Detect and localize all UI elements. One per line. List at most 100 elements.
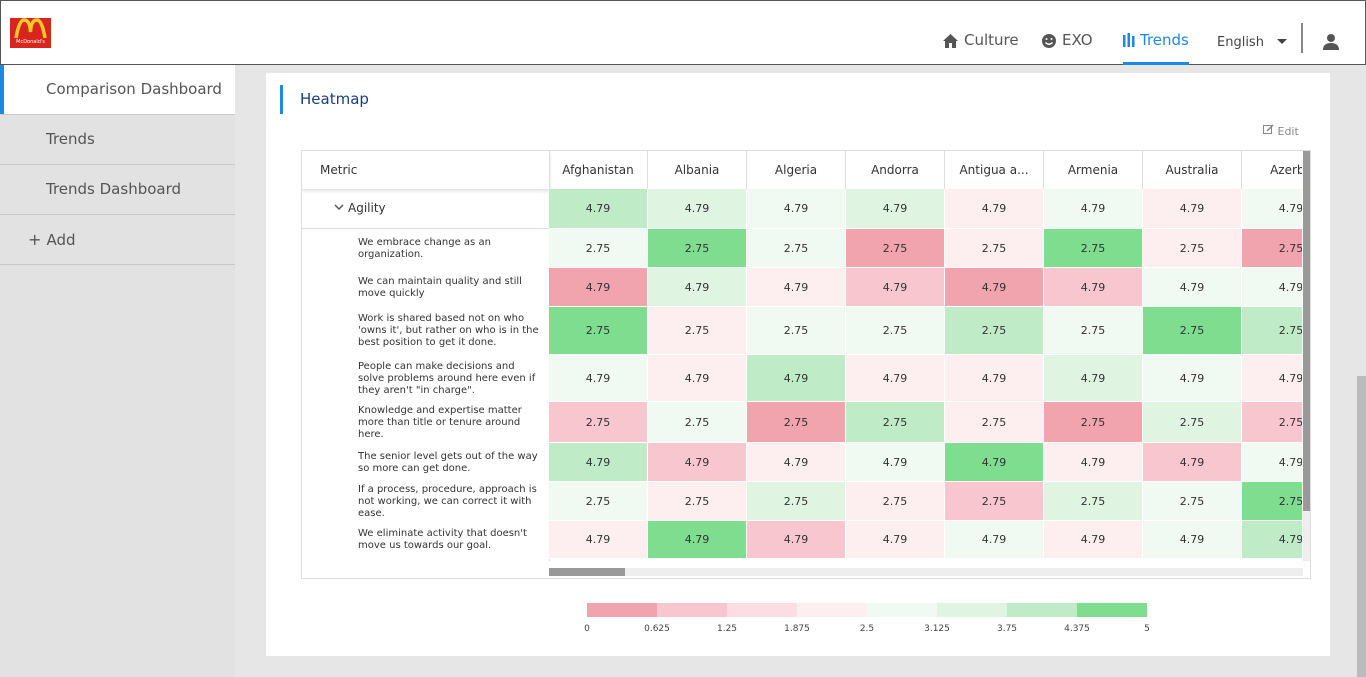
- column-header[interactable]: Algeria: [747, 151, 846, 189]
- heat-cell[interactable]: 4.79: [1044, 355, 1143, 402]
- heat-cell[interactable]: 4.79: [846, 268, 945, 307]
- heat-cell[interactable]: 4.79: [846, 443, 945, 482]
- heat-cell[interactable]: 4.79: [945, 355, 1044, 402]
- heat-cell[interactable]: 2.75: [945, 402, 1044, 443]
- heat-cell[interactable]: 2.75: [1044, 482, 1143, 521]
- heat-cell[interactable]: 4.79: [549, 521, 648, 559]
- heat-cell[interactable]: 2.75: [846, 229, 945, 268]
- heat-cell[interactable]: 4.79: [945, 521, 1044, 559]
- heat-cell[interactable]: 2.75: [846, 307, 945, 355]
- heat-cell[interactable]: 4.79: [1143, 443, 1242, 482]
- heat-cell[interactable]: 4.79: [1242, 443, 1302, 482]
- heat-cell[interactable]: 2.75: [846, 402, 945, 443]
- heat-cell[interactable]: 2.75: [1242, 307, 1302, 355]
- heat-cell[interactable]: 4.79: [846, 355, 945, 402]
- heat-cell[interactable]: 4.79: [1143, 355, 1242, 402]
- sidebar-item-active[interactable]: Comparison Dashboard: [0, 65, 235, 115]
- heat-cell[interactable]: 2.75: [648, 307, 747, 355]
- heat-cell[interactable]: 4.79: [648, 189, 747, 229]
- heat-cell[interactable]: 2.75: [1242, 402, 1302, 443]
- heat-cell[interactable]: 4.79: [1044, 521, 1143, 559]
- page-scrollbar[interactable]: [1357, 376, 1366, 677]
- heat-cell[interactable]: 2.75: [1044, 229, 1143, 268]
- heat-cell[interactable]: 4.79: [945, 268, 1044, 307]
- heat-cell[interactable]: 4.79: [1242, 189, 1302, 229]
- heat-cell[interactable]: 4.79: [549, 355, 648, 402]
- nav-culture[interactable]: Culture: [942, 31, 1019, 64]
- column-header[interactable]: Antigua a...: [945, 151, 1044, 189]
- heat-cell[interactable]: 4.79: [846, 521, 945, 559]
- heat-cell[interactable]: 4.79: [945, 443, 1044, 482]
- heat-cell[interactable]: 2.75: [648, 482, 747, 521]
- heat-cell[interactable]: 2.75: [945, 229, 1044, 268]
- heat-cell[interactable]: 4.79: [648, 268, 747, 307]
- column-header[interactable]: Andorra: [846, 151, 945, 189]
- heat-cell[interactable]: 4.79: [549, 268, 648, 307]
- heat-cell[interactable]: 4.79: [747, 355, 846, 402]
- heat-cell[interactable]: 4.79: [549, 189, 648, 229]
- legend-swatch: [657, 603, 727, 617]
- edit-button[interactable]: Edit: [1263, 124, 1299, 138]
- language-select[interactable]: English: [1217, 35, 1288, 50]
- heat-cell[interactable]: 4.79: [1143, 268, 1242, 307]
- v-scroll-thumb[interactable]: [1303, 151, 1310, 511]
- column-header[interactable]: Afghanistan: [549, 151, 648, 189]
- heat-cell[interactable]: 2.75: [549, 307, 648, 355]
- heat-cell[interactable]: 4.79: [648, 355, 747, 402]
- column-header[interactable]: Australia: [1143, 151, 1242, 189]
- column-header[interactable]: Azerba: [1242, 151, 1302, 189]
- heat-cell[interactable]: 4.79: [549, 443, 648, 482]
- heat-cell[interactable]: 2.75: [945, 307, 1044, 355]
- heat-cell[interactable]: 2.75: [846, 482, 945, 521]
- smile-icon: [1042, 34, 1056, 48]
- heat-cell[interactable]: 4.79: [1242, 268, 1302, 307]
- heat-cell[interactable]: 2.75: [1143, 229, 1242, 268]
- heat-cell[interactable]: 4.79: [1242, 355, 1302, 402]
- heat-cell[interactable]: 4.79: [846, 189, 945, 229]
- heat-cell[interactable]: 2.75: [747, 229, 846, 268]
- heat-cell[interactable]: 2.75: [549, 402, 648, 443]
- heat-cell[interactable]: 2.75: [1143, 307, 1242, 355]
- nav-label: Culture: [964, 31, 1019, 49]
- h-scroll-thumb[interactable]: [549, 568, 625, 576]
- heat-cell[interactable]: 2.75: [747, 402, 846, 443]
- heat-cell[interactable]: 2.75: [1242, 482, 1302, 521]
- column-header[interactable]: Albania: [648, 151, 747, 189]
- heat-cell[interactable]: 2.75: [1143, 482, 1242, 521]
- heat-cell[interactable]: 4.79: [648, 521, 747, 559]
- heat-cell[interactable]: 2.75: [945, 482, 1044, 521]
- heat-cell[interactable]: 4.79: [747, 189, 846, 229]
- sidebar-item[interactable]: Trends: [0, 115, 235, 165]
- heat-cell[interactable]: 2.75: [1044, 307, 1143, 355]
- nav-trends[interactable]: Trends: [1123, 31, 1189, 65]
- group-row[interactable]: Agility: [302, 189, 549, 229]
- heat-cell[interactable]: 2.75: [648, 402, 747, 443]
- column-header[interactable]: Armenia: [1044, 151, 1143, 189]
- heat-cell[interactable]: 4.79: [1044, 268, 1143, 307]
- heat-cell[interactable]: 2.75: [549, 229, 648, 268]
- sidebar-add[interactable]: + Add: [0, 215, 235, 265]
- heat-cell[interactable]: 4.79: [747, 521, 846, 559]
- heat-cell[interactable]: 2.75: [1044, 402, 1143, 443]
- heat-cell[interactable]: 2.75: [1242, 229, 1302, 268]
- heat-cell[interactable]: 4.79: [1143, 189, 1242, 229]
- nav-exo[interactable]: EXO: [1041, 31, 1093, 64]
- heat-cell[interactable]: 4.79: [1242, 521, 1302, 559]
- heat-cell[interactable]: 2.75: [549, 482, 648, 521]
- heat-cell[interactable]: 4.79: [648, 443, 747, 482]
- heat-cell[interactable]: 4.79: [1044, 443, 1143, 482]
- sidebar-item[interactable]: Trends Dashboard: [0, 165, 235, 215]
- heat-cell[interactable]: 4.79: [1143, 521, 1242, 559]
- heat-cell[interactable]: 2.75: [1143, 402, 1242, 443]
- heat-cell[interactable]: 4.79: [747, 443, 846, 482]
- logo[interactable]: McDonald's: [10, 18, 51, 48]
- heat-cell[interactable]: 4.79: [945, 189, 1044, 229]
- heat-cell[interactable]: 2.75: [648, 229, 747, 268]
- heat-cell[interactable]: 4.79: [747, 268, 846, 307]
- heat-cell[interactable]: 2.75: [747, 482, 846, 521]
- heat-cell[interactable]: 4.79: [1044, 189, 1143, 229]
- metric-label: Work is shared based not on who 'owns it…: [358, 313, 539, 348]
- user-icon[interactable]: [1322, 33, 1340, 51]
- heat-cell[interactable]: 2.75: [747, 307, 846, 355]
